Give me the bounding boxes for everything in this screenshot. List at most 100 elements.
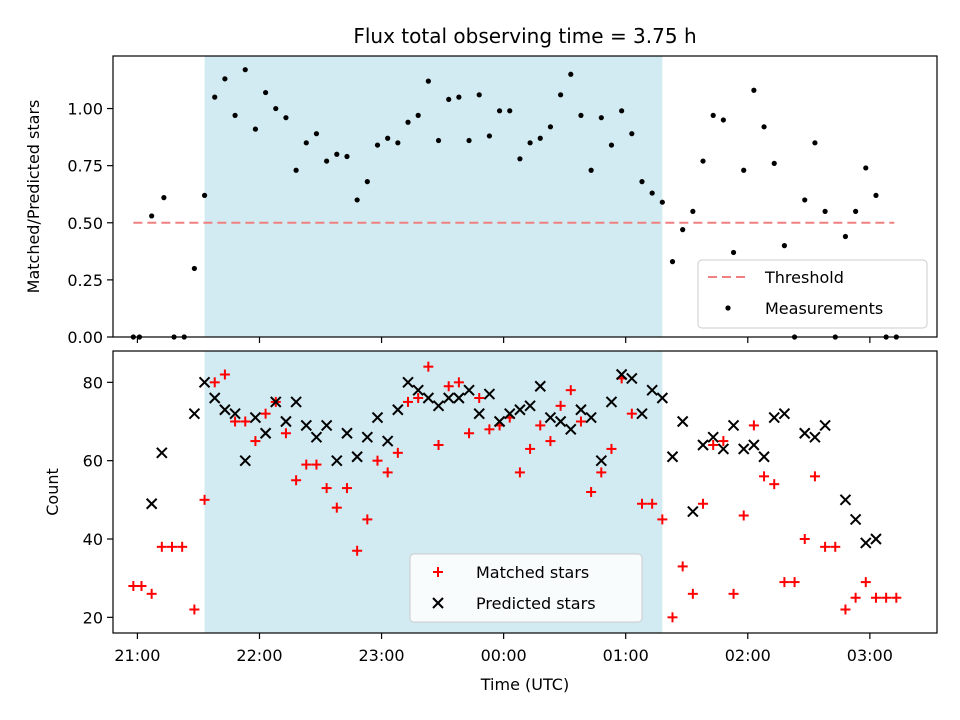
predicted-stars-point <box>524 400 536 412</box>
matched-stars-point <box>555 400 566 411</box>
matched-stars-point <box>136 581 147 591</box>
bottom-panel: 20 40 60 80 21:00 22:00 23:00 00:00 01:00 02:00 03… <box>83 350 938 665</box>
matched-stars-point <box>545 436 556 447</box>
predicted-stars-point <box>504 407 516 420</box>
top-panel: 0.00 0.25 0.50 0.75 1.00 Threshold Measurement… <box>67 55 938 347</box>
predicted-stars-point <box>738 443 750 455</box>
measurement-point <box>822 208 828 214</box>
legend-matched-swatch <box>433 567 443 577</box>
predicted-stars-point <box>331 454 343 467</box>
predicted-stars-point <box>493 415 506 428</box>
measurement-point <box>629 131 635 137</box>
matched-stars-point <box>789 577 800 588</box>
matched-stars-point <box>331 502 342 513</box>
predicted-stars-point <box>575 404 587 416</box>
measurement-point <box>649 190 655 196</box>
bottom-y-tick-label: 40 <box>83 530 103 549</box>
measurement-point <box>517 156 523 162</box>
matched-stars-point <box>341 483 352 494</box>
predicted-stars-point <box>198 376 211 389</box>
predicted-stars-point <box>381 435 394 447</box>
measurement-point <box>476 92 482 98</box>
matched-stars-point <box>403 396 414 407</box>
measurement-point <box>456 94 462 100</box>
predicted-stars-point <box>554 415 567 428</box>
matched-stars-point <box>453 377 464 388</box>
matched-stars-point <box>728 588 739 599</box>
measurement-point <box>507 108 513 114</box>
matched-stars-point <box>636 498 647 509</box>
matched-stars-point <box>352 545 363 556</box>
bottom-y-axis-label: Count <box>43 468 62 516</box>
predicted-stars-point <box>463 384 475 396</box>
matched-stars-point <box>586 487 597 497</box>
measurement-point <box>547 124 554 130</box>
matched-stars-point <box>779 577 790 588</box>
matched-stars-point <box>708 440 719 450</box>
measurement-point <box>537 135 543 141</box>
top-y-tick-label: 0.75 <box>67 157 103 176</box>
matched-stars-point <box>718 436 729 447</box>
matched-stars-point <box>484 424 495 435</box>
measurement-point <box>385 135 391 141</box>
top-y-axis-label: Matched/Predicted stars <box>24 100 43 294</box>
matched-stars-point <box>575 416 586 427</box>
predicted-stars-point <box>656 392 669 404</box>
matched-stars-point <box>240 416 251 427</box>
measurement-point <box>252 126 259 132</box>
measurement-point <box>222 76 228 82</box>
predicted-stars-point <box>534 380 546 392</box>
matched-stars-point <box>677 561 688 572</box>
matched-stars-point <box>647 498 658 509</box>
measurement-point <box>558 92 564 98</box>
predicted-stars-point <box>145 498 158 510</box>
x-tick-label: 02:00 <box>725 646 771 665</box>
matched-stars-point <box>372 455 383 466</box>
matched-stars-point <box>362 514 373 525</box>
measurement-point <box>283 115 289 121</box>
predicted-stars-point <box>209 392 221 404</box>
measurement-point <box>700 158 706 164</box>
legend-threshold-label: Threshold <box>764 268 844 287</box>
matched-stars-point <box>657 514 668 525</box>
matched-stars-point <box>698 498 709 509</box>
measurement-point <box>374 142 381 148</box>
legend-predicted-label: Predicted stars <box>476 594 596 613</box>
measurement-point <box>568 71 574 77</box>
bottom-y-tick-label: 20 <box>83 608 103 627</box>
matched-stars-point <box>606 443 617 454</box>
matched-stars-point <box>250 436 261 447</box>
measurement-point <box>639 179 645 185</box>
matched-stars-point <box>565 385 576 396</box>
measurement-point <box>334 151 340 157</box>
x-tick-label: 01:00 <box>603 646 649 665</box>
predicted-stars-point <box>809 431 821 443</box>
legend-matched-label: Matched stars <box>476 563 589 582</box>
predicted-stars-point <box>849 513 862 526</box>
matched-stars-point <box>156 541 167 552</box>
measurement-point <box>435 137 442 144</box>
legend-predicted-swatch <box>432 597 444 609</box>
matched-stars-point <box>525 443 536 454</box>
predicted-stars-point <box>310 431 323 443</box>
predicted-stars-point <box>565 423 577 436</box>
measurement-point <box>527 140 533 146</box>
measurement-point <box>680 227 686 233</box>
predicted-stars-point <box>270 396 282 408</box>
x-tick-label: 03:00 <box>847 646 893 665</box>
measurement-point <box>405 119 411 125</box>
measurement-point <box>201 192 208 198</box>
measurement-point <box>496 108 503 114</box>
predicted-stars-point <box>392 404 404 416</box>
observing-window-band <box>204 56 663 337</box>
matched-stars-point <box>535 420 546 431</box>
predicted-stars-point <box>442 392 455 404</box>
measurement-point <box>161 195 167 201</box>
predicted-stars-point <box>361 431 374 443</box>
measurement-point <box>466 137 472 144</box>
measurement-point <box>232 112 238 118</box>
top-legend: Threshold Measurements <box>697 259 928 329</box>
matched-stars-point <box>514 467 525 478</box>
measurement-point <box>486 133 492 139</box>
matched-stars-point <box>321 483 332 494</box>
